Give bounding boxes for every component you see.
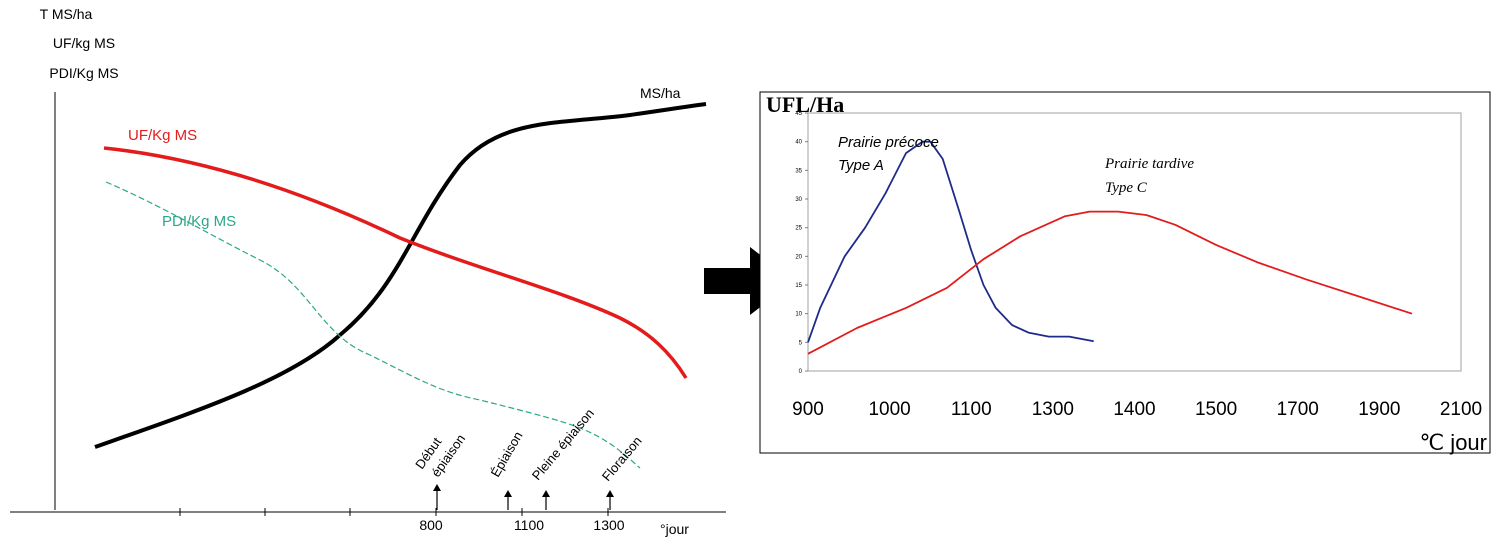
series-label-ms-ha: MS/ha (640, 85, 681, 101)
y-tick-label: 45 (795, 111, 802, 117)
x-tick-label: 1100 (951, 399, 992, 420)
stage-label-pleine-epiaison: Pleine épiaison (529, 406, 597, 483)
y-axis: 0 5 10 15 20 25 30 35 40 45 (795, 111, 808, 375)
x-tick-label: 1900 (1358, 399, 1400, 420)
series-prairie-precoce-line (807, 140, 1094, 343)
y-axis-label-line-3: PDI/Kg MS (49, 65, 118, 81)
series-label-prairie-tardive-line-1: Prairie tardive (1104, 156, 1194, 172)
x-tick-label: 900 (792, 399, 824, 420)
series-pdi-kg-ms-line (105, 181, 641, 469)
stage-label-epiaison: Épiaison (488, 429, 526, 480)
plot-area (807, 112, 1462, 372)
y-tick-label: 40 (795, 140, 802, 146)
y-tick-label: 0 (799, 369, 803, 375)
series-label-prairie-precoce-line-1: Prairie précoce (838, 134, 939, 151)
x-axis: 900 1000 1100 1300 1400 1500 1700 1900 2100 (792, 399, 1482, 420)
y-tick-label: 5 (799, 340, 803, 346)
y-tick-label: 25 (795, 226, 802, 232)
x-tick-label: 1500 (1195, 399, 1237, 420)
y-axis-label-line-1: T MS/ha (40, 6, 93, 22)
stage-arrow (606, 490, 614, 510)
series-label-uf-kg-ms: UF/Kg MS (128, 127, 197, 144)
y-tick-label: 10 (795, 312, 802, 318)
series-ms-ha-line (94, 102, 707, 449)
series-label-prairie-precoce-line-2: Type A (838, 157, 884, 174)
y-tick-label: 20 (795, 254, 802, 260)
x-tick-label: 1300 (1032, 399, 1074, 420)
series-group (807, 140, 1413, 355)
y-tick-label: 30 (795, 197, 802, 203)
series-prairie-tardive-line (807, 210, 1413, 355)
series-label-prairie-tardive-line-2: Type C (1105, 180, 1148, 196)
stage-arrow (433, 484, 441, 510)
y-axis-label-line-2: UF/kg MS (53, 35, 115, 51)
x-tick-label: 1700 (1277, 399, 1319, 420)
x-tick-label: 1300 (593, 517, 624, 533)
x-tick-label: 1000 (868, 399, 910, 420)
x-tick-label: 2100 (1440, 399, 1482, 420)
y-tick-label: 35 (795, 168, 802, 174)
series-label-pdi-kg-ms: PDI/Kg MS (162, 213, 236, 230)
series-uf-kg-ms-line (103, 146, 688, 379)
x-axis-unit: °jour (660, 521, 689, 537)
y-tick-label: 15 (795, 283, 802, 289)
stage-arrow (542, 490, 550, 510)
stage-arrow (504, 490, 512, 510)
x-tick-label: 1400 (1113, 399, 1155, 420)
left-chart: T MS/ha UF/kg MS PDI/Kg MS 800 1100 1300… (10, 6, 726, 537)
x-tick-label: 800 (419, 517, 443, 533)
x-axis-label: ℃ jour (1419, 430, 1487, 455)
x-tick-label: 1100 (514, 517, 544, 533)
